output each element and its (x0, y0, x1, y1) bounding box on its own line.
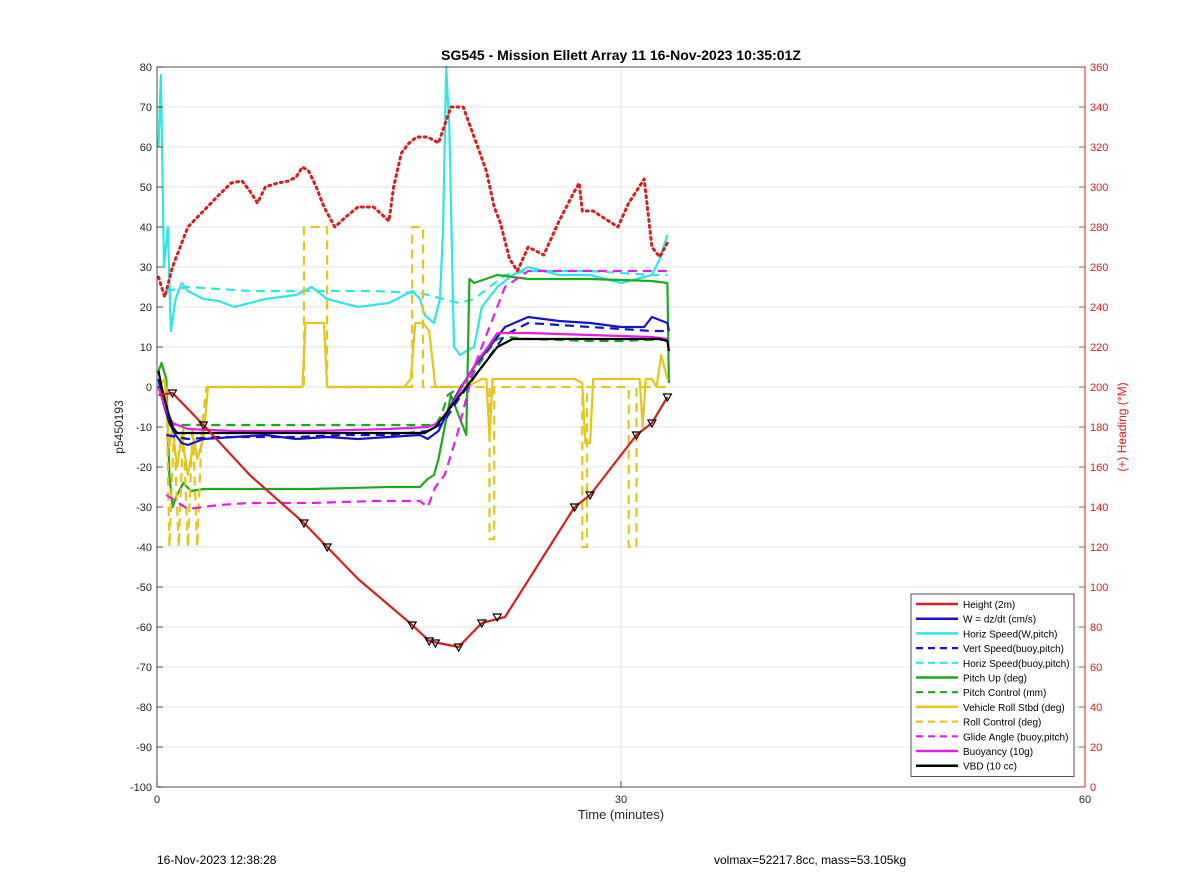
legend-label: W = dz/dt (cm/s) (963, 615, 1036, 626)
depth-marker (492, 613, 503, 623)
series-vbd-10-cc (157, 337, 670, 435)
series-pitch-control-mm (166, 335, 668, 427)
y2-tick-label: 220 (1090, 342, 1108, 354)
legend-label: Buoyancy (10g) (963, 747, 1033, 758)
legend-label: Pitch Up (deg) (963, 674, 1027, 685)
depth-marker (476, 619, 487, 629)
x-tick-label: 60 (1079, 794, 1091, 806)
legend-label: Vert Speed(buoy,pitch) (963, 644, 1064, 655)
legend-label: Glide Angle (buoy,pitch) (963, 732, 1068, 743)
y-tick-label: -80 (136, 702, 152, 714)
x-axis-label: Time (minutes) (578, 807, 664, 822)
depth-marker (569, 503, 580, 513)
y2-tick-label: 260 (1090, 262, 1108, 274)
y-tick-label: -100 (130, 782, 152, 794)
marker-layer (167, 389, 673, 653)
y2-tick-label: 60 (1090, 662, 1102, 674)
depth-marker (646, 419, 657, 429)
y2-tick-label: 40 (1090, 702, 1102, 714)
legend-label: Roll Control (deg) (963, 718, 1041, 729)
depth-marker (585, 491, 596, 501)
series-glide-angle-buoy-pitch (165, 269, 668, 511)
depth-marker (453, 643, 464, 653)
y-tick-label: 10 (140, 342, 152, 354)
y-tick-label: 80 (140, 62, 152, 74)
depth-marker (198, 421, 209, 431)
y2-tick-label: 80 (1090, 622, 1102, 634)
series-w-dz-dt-cm-s (157, 315, 670, 447)
y2-tick-label: 0 (1090, 782, 1096, 794)
y-axis-label: p5450193 (112, 400, 126, 454)
y-tick-label: 40 (140, 222, 152, 234)
y-tick-label: 50 (140, 182, 152, 194)
y2-tick-label: 100 (1090, 582, 1108, 594)
legend-label: VBD (10 cc) (963, 762, 1017, 773)
x-tick-label: 30 (615, 794, 627, 806)
series-roll-control-deg (165, 225, 668, 549)
y2-tick-label: 280 (1090, 222, 1108, 234)
y-tick-label: -90 (136, 742, 152, 754)
footer-timestamp: 16-Nov-2023 12:38:28 (157, 853, 277, 867)
depth-marker (167, 389, 178, 399)
y2-tick-label: 160 (1090, 462, 1108, 474)
legend-label: Height (2m) (963, 600, 1015, 611)
y2-tick-label: 20 (1090, 742, 1102, 754)
chart-title: SG545 - Mission Ellett Array 11 16-Nov-2… (441, 47, 801, 63)
y-tick-label: -70 (136, 662, 152, 674)
depth-marker (322, 543, 333, 553)
y-tick-label: -10 (136, 422, 152, 434)
series-pitch-up-deg (157, 273, 670, 509)
y-tick-label: 70 (140, 102, 152, 114)
y-tick-label: -30 (136, 502, 152, 514)
depth-marker (424, 637, 435, 647)
series-horiz-speed-buoy-pitch (166, 269, 668, 305)
axes: 0 30 60-100-90-80-70-60-50-40-30-20-100102… (130, 62, 1108, 806)
legend-box (910, 593, 1075, 777)
y-tick-label: 30 (140, 262, 152, 274)
y2-tick-label: 300 (1090, 182, 1108, 194)
y2-tick-label: 180 (1090, 422, 1108, 434)
depth-marker (662, 393, 673, 403)
y-tick-label: -50 (136, 582, 152, 594)
y-tick-label: 60 (140, 142, 152, 154)
series-height-2m (158, 391, 669, 649)
y-tick-label: -20 (136, 462, 152, 474)
series-layer (157, 65, 670, 649)
legend-label: Horiz Speed(buoy,pitch) (963, 659, 1070, 670)
y-tick-label: 20 (140, 302, 152, 314)
footer-info: volmax=52217.8cc, mass=53.105kg (714, 853, 907, 867)
y2-tick-label: 140 (1090, 502, 1108, 514)
y2-tick-label: 240 (1090, 302, 1108, 314)
y2-tick-label: 320 (1090, 142, 1108, 154)
x-tick-label: 0 (154, 794, 160, 806)
y2-tick-label: 340 (1090, 102, 1108, 114)
y-tick-label: -60 (136, 622, 152, 634)
y2-tick-label: 120 (1090, 542, 1108, 554)
series-heading (157, 105, 669, 299)
y2-tick-label: 200 (1090, 382, 1108, 394)
y2-tick-label: 360 (1090, 62, 1108, 74)
depth-marker (631, 431, 642, 441)
legend: Height (2m) W = dz/dt (cm/s) Horiz Speed(W… (910, 593, 1075, 777)
y-tick-label: 0 (146, 382, 152, 394)
y2-axis-label: (+) Heading (°M) (1115, 382, 1129, 471)
legend-label: Vehicle Roll Stbd (deg) (963, 703, 1065, 714)
y-tick-label: -40 (136, 542, 152, 554)
depth-marker (407, 621, 418, 631)
depth-marker (298, 519, 309, 529)
legend-label: Pitch Control (mm) (963, 688, 1046, 699)
depth-marker (430, 639, 441, 649)
legend-label: Horiz Speed(W,pitch) (963, 629, 1057, 640)
